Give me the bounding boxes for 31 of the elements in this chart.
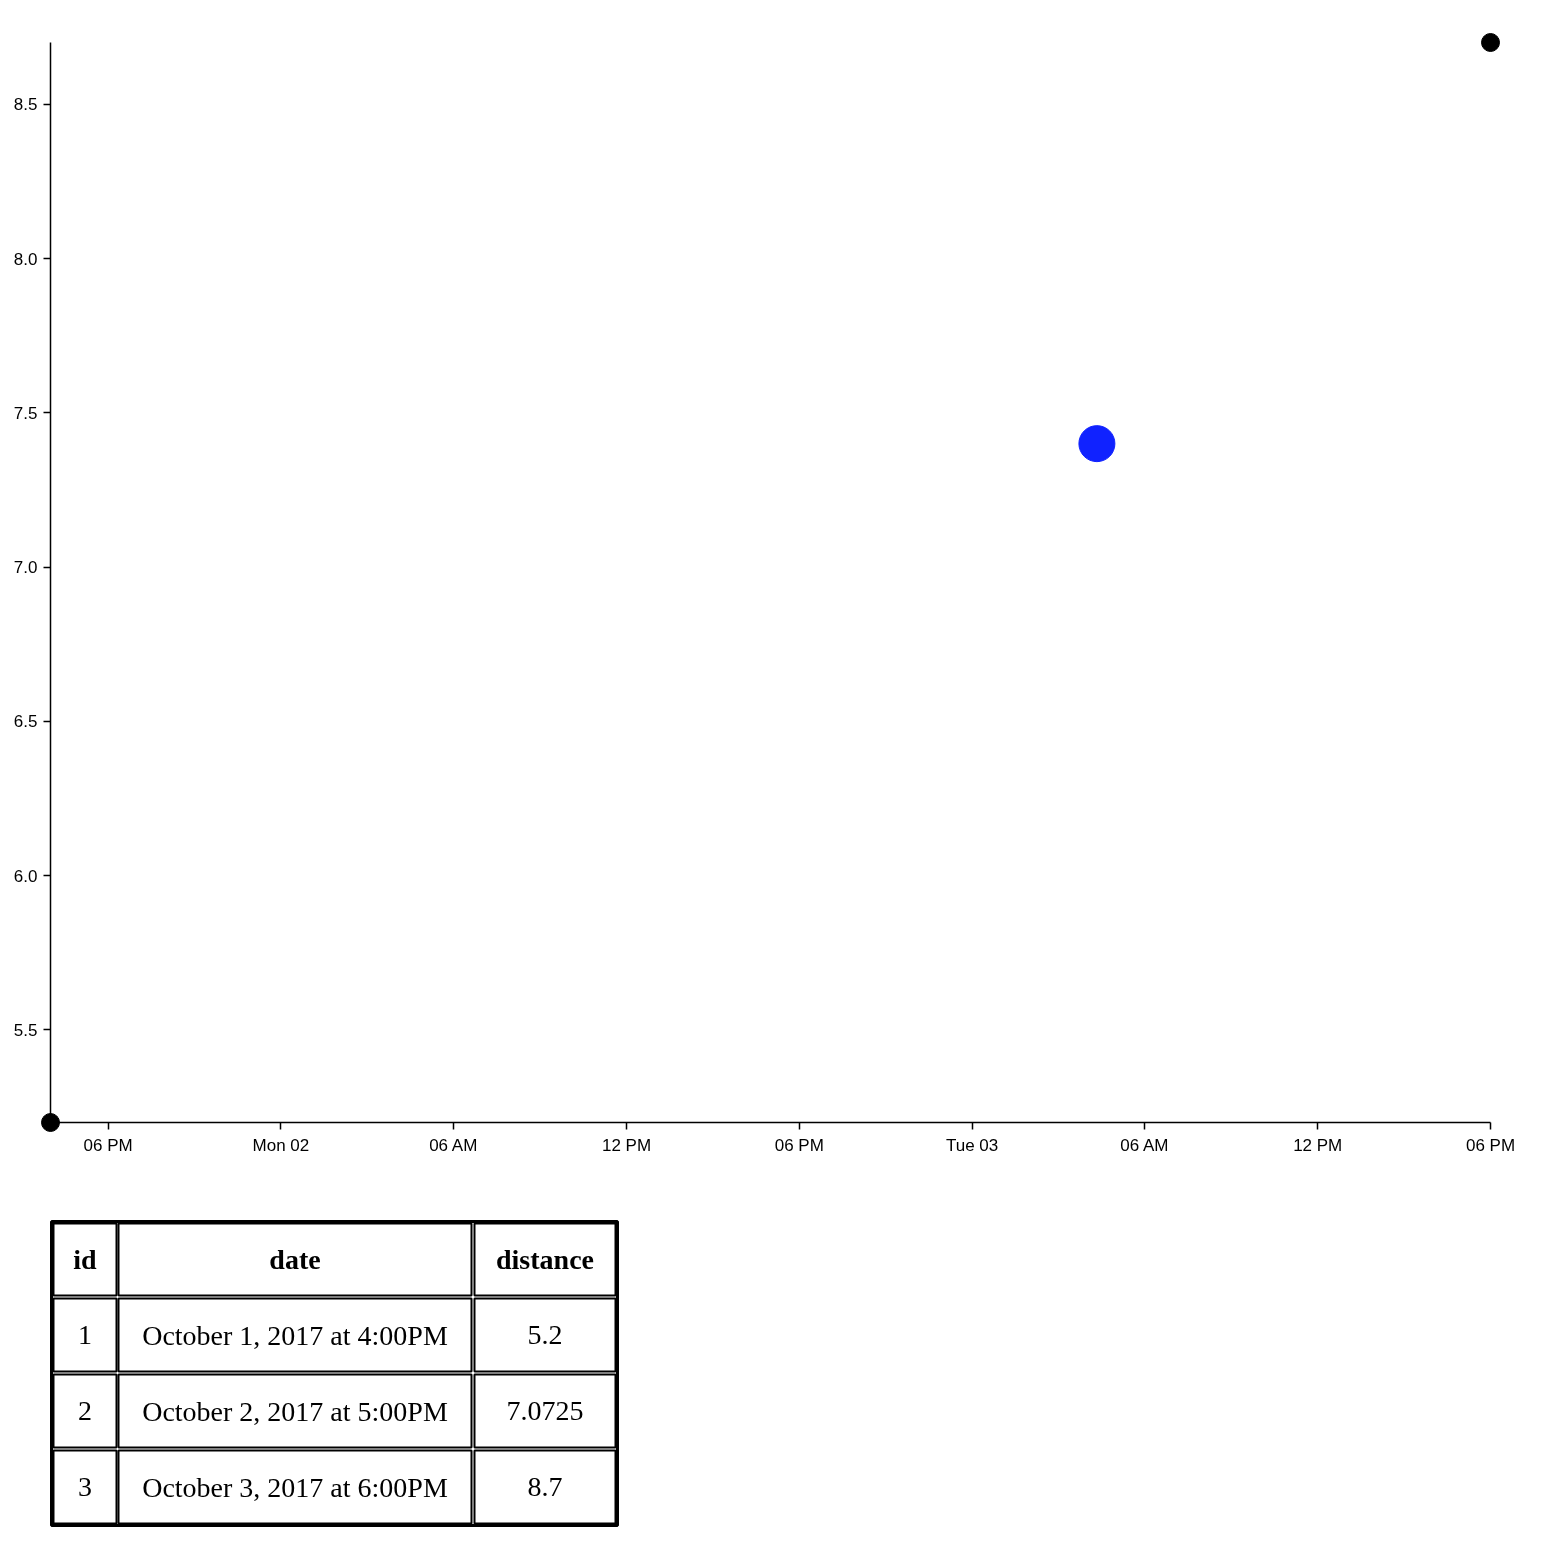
x-tick-label: Mon 02 [252, 1135, 310, 1155]
x-tick-label: 12 PM [1293, 1135, 1343, 1155]
y-tick-label: 6.5 [13, 712, 38, 732]
text: 8.7 [527, 1471, 563, 1502]
text: 5.2 [527, 1319, 563, 1350]
x-tick-label: 12 PM [601, 1135, 652, 1155]
point [41, 1113, 60, 1132]
text: October 1, 2017 at 4:00PM [142, 1319, 448, 1351]
x-tick-label: 06 AM [1120, 1135, 1169, 1155]
y-tick-label: 8.0 [13, 249, 38, 269]
x-tick-label: 06 PM [774, 1135, 824, 1155]
x-tick-label: 06 PM [1465, 1135, 1516, 1155]
text: 1 [78, 1319, 92, 1350]
x-tick-label: Tue 03 [945, 1135, 999, 1155]
y-tick-label: 5.5 [13, 1020, 38, 1040]
text: October 3, 2017 at 6:00PM [142, 1471, 448, 1503]
text: 7.0725 [506, 1395, 584, 1426]
text: distance [496, 1244, 594, 1275]
x-tick-label: 06 PM [83, 1135, 133, 1155]
text: date [269, 1244, 321, 1275]
y-tick-label: 7.5 [13, 403, 38, 423]
text: id [73, 1244, 98, 1275]
y-tick-label: 8.5 [13, 95, 38, 115]
text: 3 [78, 1471, 92, 1502]
text: 2 [78, 1395, 92, 1426]
point [1481, 33, 1500, 52]
y-tick-label: 6.0 [13, 866, 38, 886]
x-tick-label: 06 AM [429, 1135, 478, 1155]
point [1078, 425, 1116, 463]
y-tick-label: 7.0 [13, 558, 38, 578]
text: October 2, 2017 at 5:00PM [142, 1395, 448, 1427]
